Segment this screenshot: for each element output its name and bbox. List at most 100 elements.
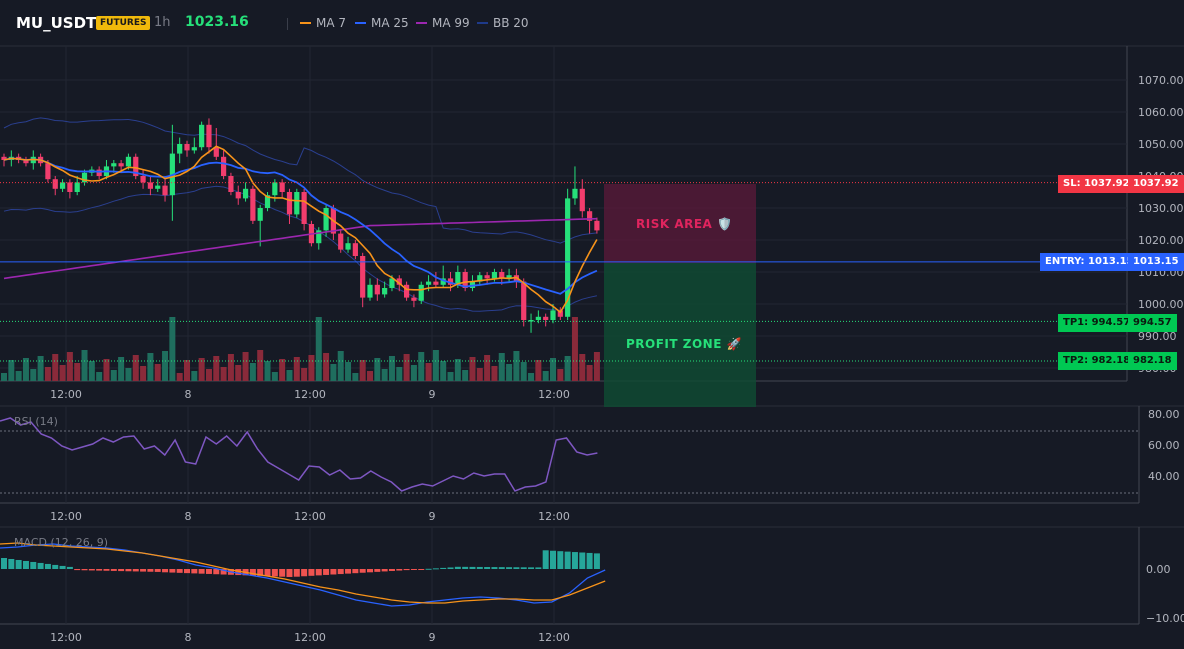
symbol-name[interactable]: MU_USDT — [16, 14, 97, 32]
macd-histogram-bar — [37, 562, 44, 569]
candle-body — [118, 163, 124, 167]
tp2-price-value: 982.18 — [1133, 355, 1172, 366]
macd-histogram-bar — [220, 569, 227, 575]
volume-bar — [44, 367, 51, 381]
candlesticks — [1, 118, 600, 333]
volume-bar — [484, 355, 491, 381]
volume-bar — [469, 357, 476, 381]
volume-bar — [498, 353, 505, 381]
candle-body — [294, 192, 300, 215]
volume-bar — [301, 368, 308, 381]
volume-bar — [542, 371, 549, 381]
volume-bar — [440, 361, 447, 381]
macd-signal-line — [0, 542, 606, 604]
volume-bar — [1, 373, 7, 381]
rsi-line — [0, 417, 598, 492]
volume-bar — [454, 359, 461, 381]
candle-body — [242, 188, 249, 199]
volume-bar — [96, 372, 103, 381]
macd-histogram-bar — [279, 569, 286, 577]
volume-bar — [227, 354, 234, 381]
candle-body — [418, 284, 424, 301]
volume-bar — [418, 352, 425, 381]
candle-body — [543, 316, 549, 320]
macd-histogram-bar — [110, 569, 117, 571]
volume-bar — [103, 359, 110, 381]
macd-histogram-bar — [469, 566, 476, 569]
macd-histogram-bar — [301, 569, 308, 577]
volume-bar — [279, 359, 286, 381]
macd-histogram-bar — [432, 568, 439, 570]
macd-histogram-bar — [176, 569, 183, 573]
candle-body — [455, 272, 461, 285]
macd-histogram-bar — [447, 567, 454, 569]
macd-tick: 0.00 — [1146, 563, 1171, 576]
macd-tick: −10.00 — [1146, 612, 1184, 625]
macd-histogram-bar — [147, 569, 154, 572]
volume-bar — [571, 317, 578, 381]
time-tick: 12:00 — [50, 510, 82, 523]
volume-bar — [22, 358, 29, 381]
ma99-swatch — [416, 22, 427, 24]
volume-bar — [352, 373, 359, 381]
macd-histogram-bar — [1, 558, 7, 569]
volume-bar — [293, 357, 300, 381]
volume-bar — [198, 358, 205, 381]
macd-histogram-bar — [8, 558, 15, 569]
macd-histogram-bar — [96, 569, 103, 571]
ma25-swatch — [355, 22, 366, 24]
time-tick: 12:00 — [50, 631, 82, 644]
time-tick: 9 — [429, 510, 436, 523]
macd-histogram-bar — [264, 569, 271, 577]
candle-body — [360, 256, 366, 298]
macd-histogram-bar — [213, 569, 220, 575]
volume-bar — [81, 350, 88, 381]
macd-histogram-bar — [125, 569, 132, 572]
candle-body — [374, 284, 380, 295]
volume-bar — [550, 358, 556, 381]
candle-body — [484, 275, 490, 279]
candle-body — [411, 297, 417, 301]
price-tick: 1020.00 — [1138, 234, 1184, 247]
macd-histogram-bar — [586, 552, 593, 569]
macd-histogram-bar — [293, 569, 300, 577]
candle-body — [184, 144, 190, 151]
candle-body — [23, 160, 29, 164]
macd-histogram-bar — [337, 569, 344, 575]
time-tick: 12:00 — [294, 510, 326, 523]
risk-area-label: RISK AREA 🛡️ — [636, 217, 732, 231]
time-tick: 8 — [185, 388, 192, 401]
macd-histogram-bar — [162, 569, 169, 573]
candle-body — [213, 147, 219, 157]
candle-body — [316, 230, 322, 244]
legend-ma25[interactable]: MA 25 — [355, 16, 409, 30]
interval-selector[interactable]: 1h — [154, 15, 171, 30]
volume-bar — [132, 355, 139, 381]
candle-body — [367, 284, 373, 298]
candle-body — [67, 182, 73, 192]
legend-ma99[interactable]: MA 99 — [416, 16, 470, 30]
legend-bb20[interactable]: BB 20 — [477, 16, 529, 30]
volume-bar — [184, 360, 190, 381]
candle-body — [404, 284, 410, 298]
rsi-label: RSI (14) — [14, 415, 58, 428]
volume-bar — [110, 370, 117, 381]
candle-body — [162, 185, 168, 196]
tp1-price-tag: 994.57 — [1128, 314, 1177, 332]
volume-bar — [476, 368, 483, 381]
candle-body — [272, 182, 278, 196]
volume-bar — [88, 361, 95, 381]
candle-body — [1, 156, 7, 160]
candle-body — [52, 179, 58, 189]
volume-bar — [125, 368, 132, 381]
macd-histogram-bar — [593, 553, 600, 569]
candle-body — [177, 144, 183, 154]
volume-bar — [154, 364, 161, 381]
candle-body — [264, 195, 271, 208]
macd-histogram-bar — [330, 569, 337, 575]
rsi-tick: 40.00 — [1148, 470, 1180, 483]
legend-ma7[interactable]: MA 7 — [300, 16, 346, 30]
volume-bar — [367, 371, 373, 381]
entry-price-value: 1013.15 — [1133, 256, 1179, 267]
